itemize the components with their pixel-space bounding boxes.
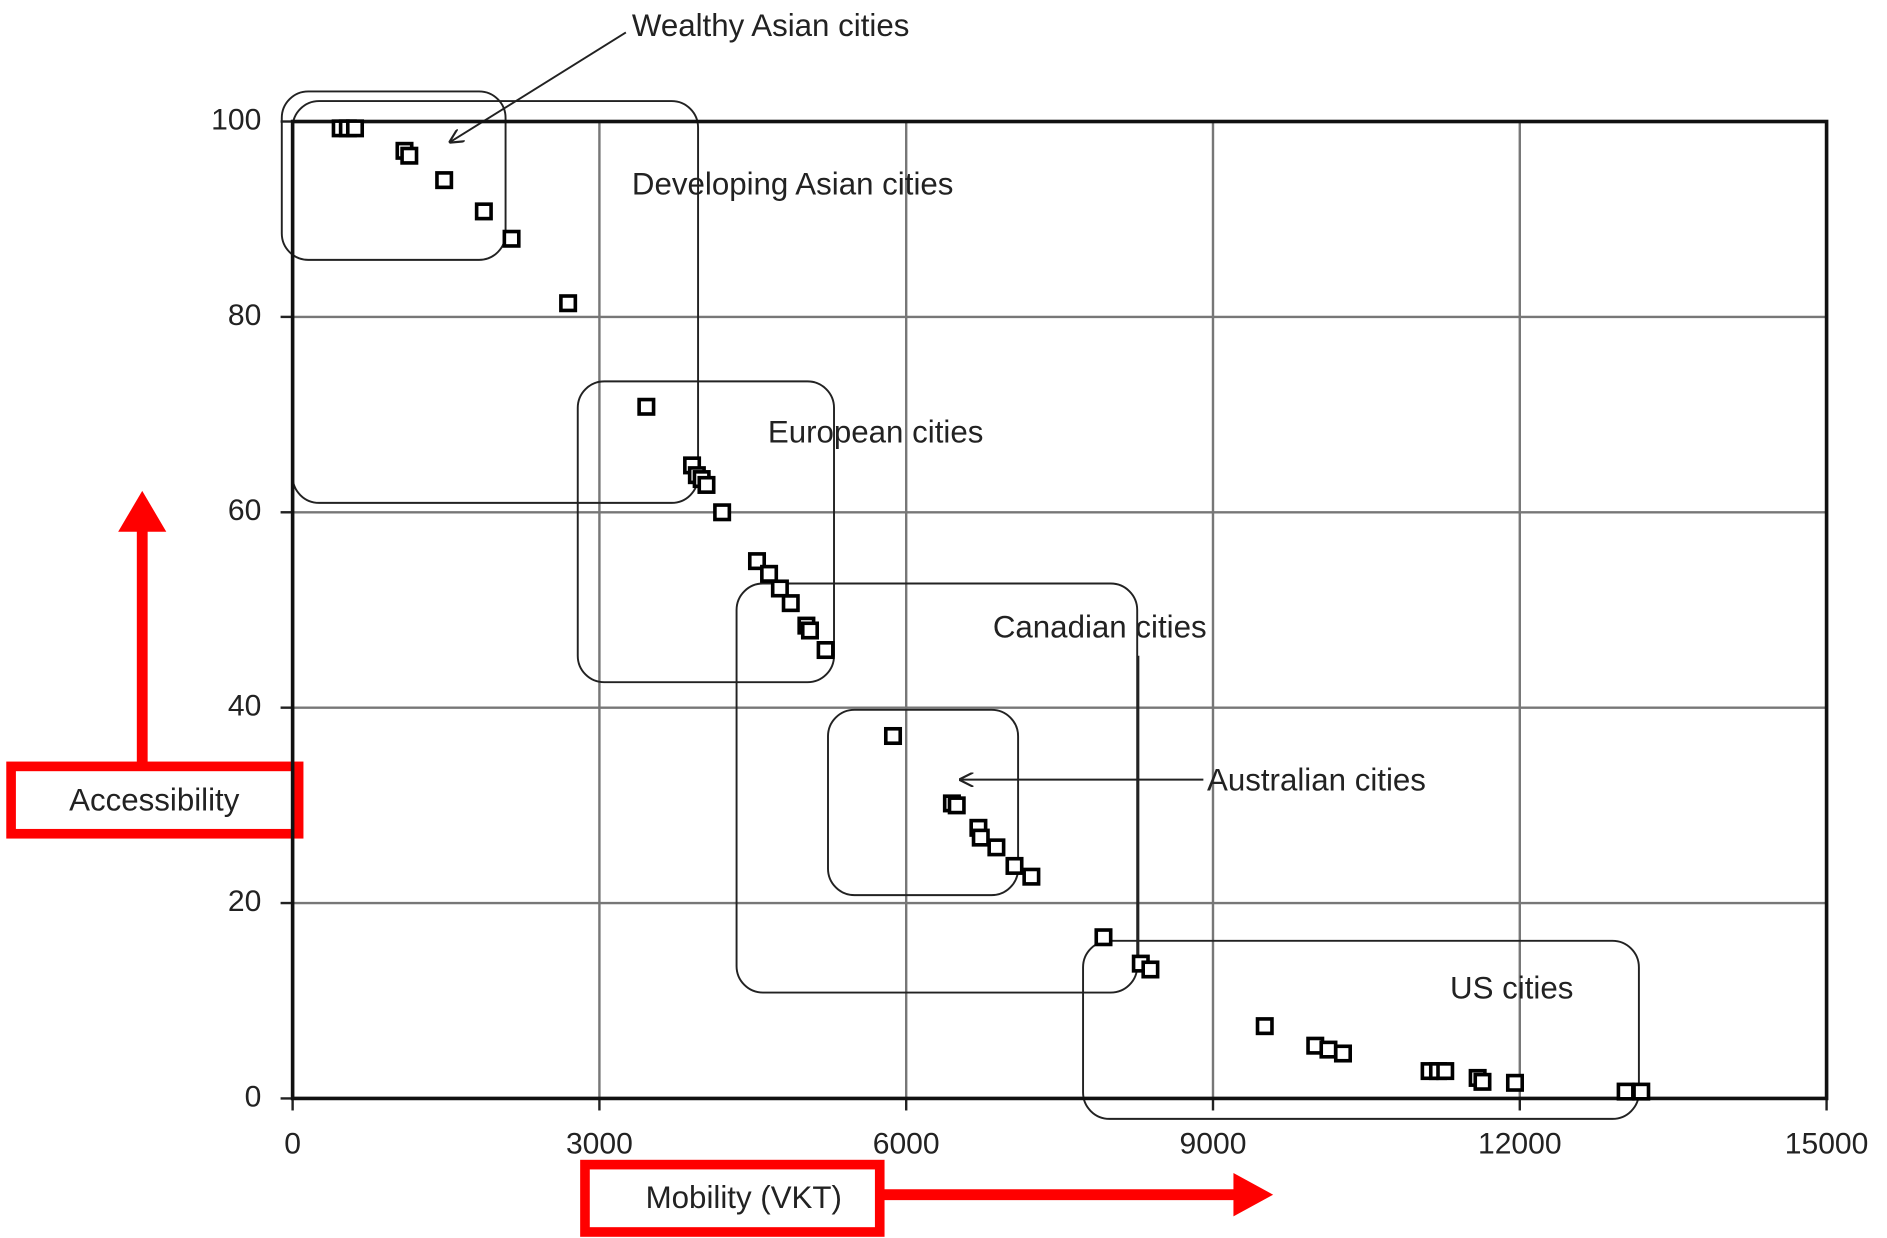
point (1333, 1044, 1352, 1063)
highlight-box (580, 1159, 885, 1237)
arrow (450, 31, 627, 141)
group-box (827, 708, 1020, 897)
y-tick-label: 40 (228, 690, 261, 723)
x-axis-label: Mobility (VKT) (646, 1180, 842, 1215)
point (1505, 1073, 1525, 1092)
point (474, 202, 493, 221)
point (1319, 1040, 1338, 1059)
x-tick-label: 6000 (873, 1127, 940, 1160)
y-tick-label: 20 (228, 885, 261, 918)
y-axis-label: Accessibility (69, 783, 240, 818)
point (1022, 867, 1041, 886)
point (800, 621, 819, 640)
point (883, 726, 903, 746)
plot-frame (290, 119, 1829, 1101)
point (947, 796, 966, 815)
point (1005, 856, 1024, 875)
red-arrow-head (1233, 1173, 1274, 1217)
x-tick-label: 0 (284, 1127, 301, 1160)
group-box (280, 90, 507, 261)
x-tick-label: 12000 (1478, 1127, 1562, 1160)
y-tick-label: 100 (211, 103, 261, 136)
point (747, 552, 767, 571)
annotation: Developing Asian cities (632, 167, 954, 202)
point (502, 229, 521, 248)
point (435, 171, 454, 190)
point (987, 838, 1006, 857)
point (770, 579, 789, 598)
point (400, 146, 419, 165)
red-arrow-head (118, 490, 167, 532)
point (559, 294, 578, 313)
point (345, 119, 365, 138)
point (760, 564, 779, 583)
group-box (576, 380, 835, 684)
y-tick-label: 0 (245, 1080, 262, 1113)
point (1094, 928, 1113, 947)
annotation: Wealthy Asian cities (632, 8, 909, 43)
group-box (735, 582, 1139, 994)
point (1436, 1062, 1455, 1081)
point (713, 503, 732, 522)
group-box (291, 100, 700, 504)
x-tick-label: 15000 (1785, 1127, 1869, 1160)
point (637, 397, 656, 416)
point (1141, 960, 1160, 979)
point (697, 475, 716, 494)
annotation: European cities (768, 415, 984, 450)
y-tick-label: 60 (228, 494, 261, 527)
point (1632, 1082, 1651, 1101)
point (971, 828, 990, 847)
annotation: Canadian cities (993, 609, 1207, 644)
x-tick-label: 3000 (566, 1127, 633, 1160)
point (1473, 1072, 1492, 1091)
annotation: Australian cities (1207, 762, 1426, 797)
group-box (1082, 939, 1640, 1120)
point (1616, 1082, 1635, 1101)
y-tick-label: 80 (228, 299, 261, 332)
highlight-box (6, 761, 304, 839)
point (1255, 1017, 1274, 1036)
x-tick-label: 9000 (1180, 1127, 1247, 1160)
point (816, 641, 835, 660)
annotation: US cities (1450, 970, 1573, 1005)
point (781, 594, 800, 613)
